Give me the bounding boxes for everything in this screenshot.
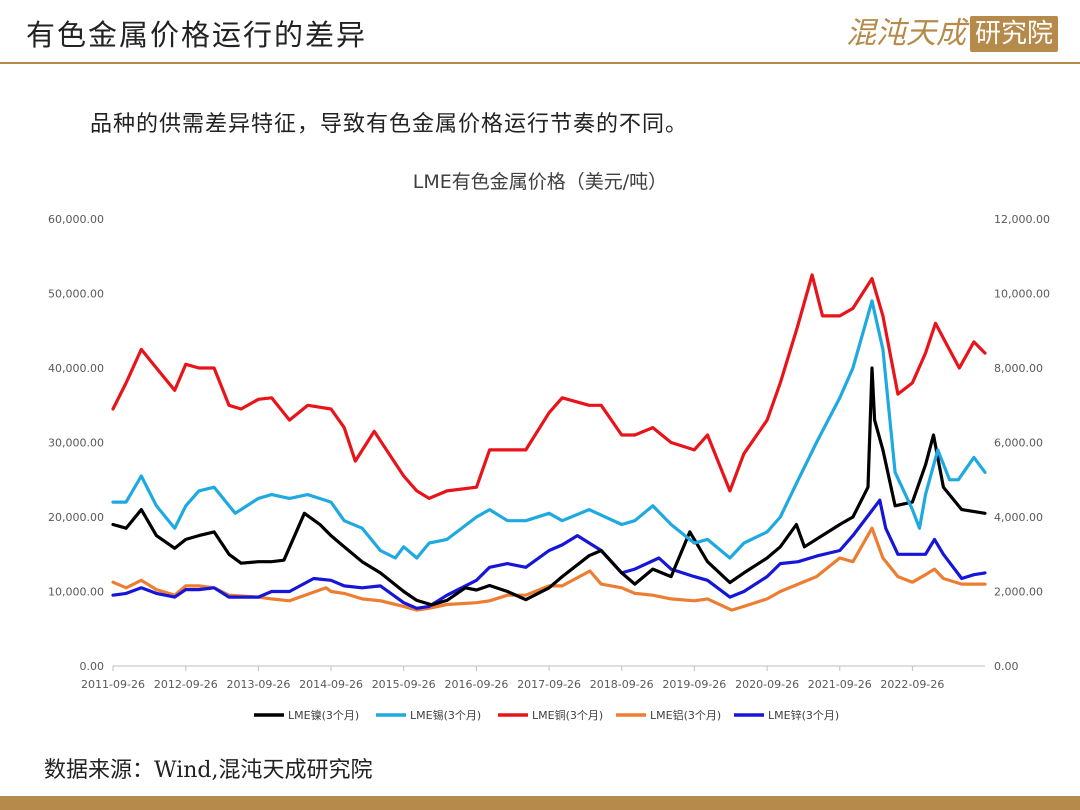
y-left-tick-label: 20,000.00 [48,511,104,524]
y-left-tick-label: 10,000.00 [48,586,104,599]
header-divider [0,62,1080,64]
x-tick-label: 2022-09-26 [880,678,944,691]
x-tick-label: 2013-09-26 [226,678,290,691]
footer-bar [0,796,1080,810]
brand-logo-box: 研究院 [970,16,1058,52]
brand-logo-text: 混沌天成 [846,16,966,51]
x-tick-label: 2020-09-26 [735,678,799,691]
chart-title: LME有色金属价格（美元/吨） [413,171,667,193]
y-right-tick-label: 4,000.00 [994,511,1043,524]
y-left-tick-label: 60,000.00 [48,213,104,226]
page-title: 有色金属价格运行的差异 [26,18,368,52]
legend-label: LME锌(3个月) [768,708,839,722]
series-line [111,498,987,610]
y-left-tick-label: 40,000.00 [48,362,104,375]
x-tick-label: 2014-09-26 [299,678,363,691]
series-line [111,299,987,560]
y-right-tick-label: 8,000.00 [994,362,1043,375]
x-tick-label: 2017-09-26 [517,678,581,691]
legend-label: LME镍(3个月) [288,708,359,722]
chart-legend: LME镍(3个月) LME锡(3个月) LME铜(3个月) LME铝(3个月) LME锌… [254,708,839,722]
chart-series [111,273,987,612]
x-tick-label: 2021-09-26 [808,678,872,691]
data-source: 数据来源：Wind,混沌天成研究院 [44,758,373,783]
series-line [111,273,987,500]
x-tick-label: 2016-09-26 [445,678,509,691]
y-right-tick-label: 10,000.00 [994,288,1050,301]
y-right-tick-label: 0.00 [994,660,1019,673]
y-right-tick-label: 6,000.00 [994,437,1043,450]
legend-label: LME锡(3个月) [410,708,481,722]
x-tick-label: 2018-09-26 [590,678,654,691]
x-tick-label: 2012-09-26 [154,678,218,691]
y-right-tick-label: 2,000.00 [994,586,1043,599]
legend-label: LME铝(3个月) [650,708,721,722]
y-left-tick-label: 30,000.00 [48,437,104,450]
legend-label: LME铜(3个月) [532,708,603,722]
x-tick-label: 2015-09-26 [372,678,436,691]
x-tick-label: 2019-09-26 [662,678,726,691]
series-line [111,366,987,607]
y-left-tick-label: 50,000.00 [48,288,104,301]
brand-logo: 混沌天成 研究院 [846,14,1060,54]
chart-axes: 0.00 10,000.00 20,000.00 30,000.00 40,000.00… [48,213,1050,691]
price-chart: LME有色金属价格（美元/吨） 0.00 10,000.00 20,000.00 30… [48,171,1050,722]
y-right-tick-label: 12,000.00 [994,213,1050,226]
page-header: 有色金属价格运行的差异 混沌天成 研究院 [0,0,1080,62]
y-left-tick-label: 0.00 [80,660,105,673]
x-tick-label: 2011-09-26 [81,678,145,691]
slide-subtitle: 品种的供需差异特征，导致有色金属价格运行节奏的不同。 [90,112,689,137]
